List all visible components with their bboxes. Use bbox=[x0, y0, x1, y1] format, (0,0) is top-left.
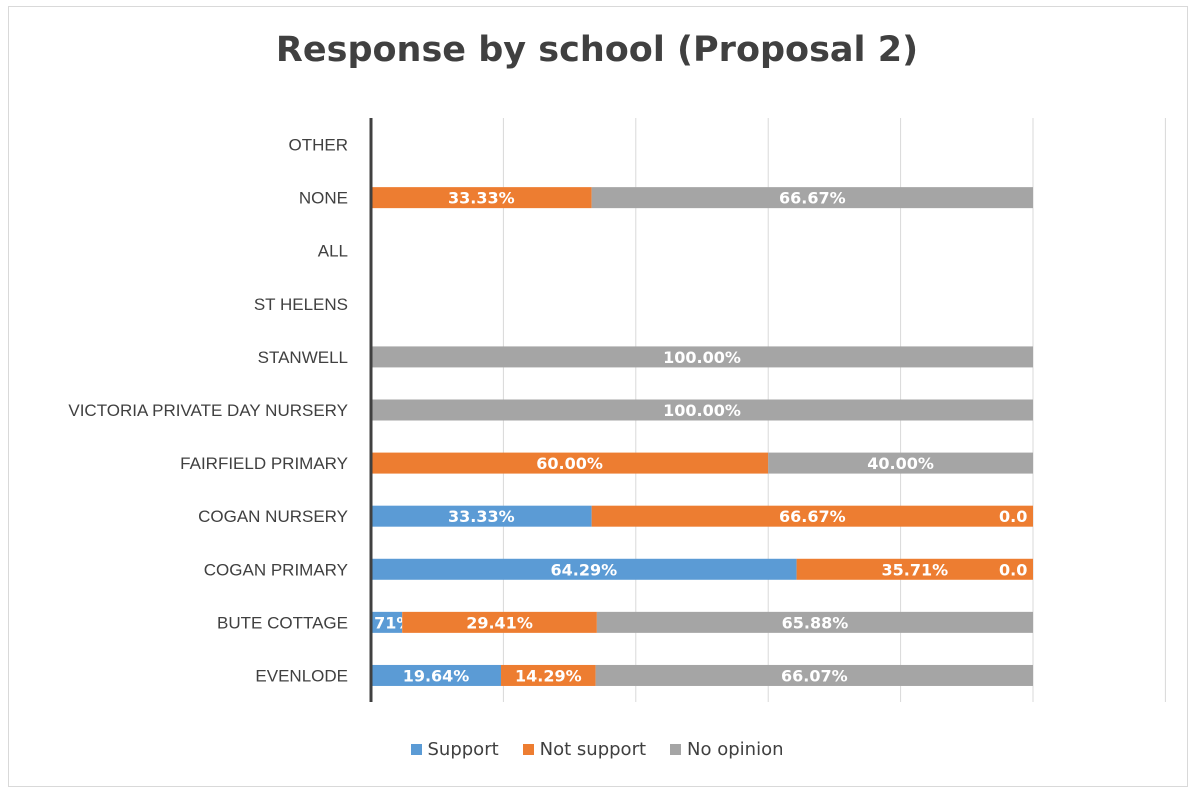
bar-segment bbox=[591, 505, 1033, 527]
bar-segment bbox=[402, 611, 597, 633]
bar-segment bbox=[371, 611, 403, 633]
data-label: 100.00% bbox=[663, 401, 741, 420]
chart-title: Response by school (Proposal 2) bbox=[275, 30, 919, 70]
legend: Support Not support No opinion bbox=[0, 739, 1194, 760]
data-label: 19.64% bbox=[403, 666, 470, 685]
data-label: 33.33% bbox=[448, 507, 515, 526]
category-label: NONE bbox=[299, 189, 348, 208]
bar-segment bbox=[768, 452, 1033, 474]
data-label: 29.41% bbox=[466, 613, 533, 632]
category-label: COGAN NURSERY bbox=[198, 507, 348, 526]
data-label: 65.88% bbox=[782, 613, 849, 632]
bar-segment bbox=[371, 346, 1033, 368]
legend-label-not-support: Not support bbox=[539, 739, 647, 760]
legend-item-no-opinion: No opinion bbox=[670, 739, 784, 760]
category-label: ALL bbox=[318, 242, 348, 261]
data-label: 66.07% bbox=[781, 666, 848, 685]
data-label: 14.29% bbox=[515, 666, 582, 685]
bar-segment bbox=[501, 664, 596, 686]
bar-segment bbox=[371, 664, 502, 686]
category-label: COGAN PRIMARY bbox=[204, 560, 348, 579]
legend-label-support: Support bbox=[427, 739, 499, 760]
bar-segment bbox=[591, 187, 1033, 209]
category-label: EVENLODE bbox=[255, 666, 348, 685]
legend-item-support: Support bbox=[410, 739, 499, 760]
chart-frame bbox=[8, 6, 1188, 787]
bar-segment bbox=[371, 399, 1033, 421]
category-label: FAIRFIELD PRIMARY bbox=[180, 454, 348, 473]
data-label: 64.29% bbox=[550, 560, 617, 579]
legend-label-no-opinion: No opinion bbox=[687, 739, 784, 760]
category-label: BUTE COTTAGE bbox=[217, 613, 348, 632]
category-label: ST HELENS bbox=[254, 295, 348, 314]
bar-segment bbox=[371, 187, 592, 209]
data-label: 33.33% bbox=[448, 189, 515, 208]
legend-swatch-not-support bbox=[522, 744, 534, 755]
data-label: 66.67% bbox=[779, 189, 846, 208]
category-label: OTHER bbox=[289, 136, 349, 155]
data-label: 66.67% bbox=[779, 507, 846, 526]
bar-segment bbox=[371, 452, 769, 474]
bar-segment bbox=[371, 558, 797, 580]
data-label: 0.0 bbox=[999, 507, 1027, 526]
bar-segment bbox=[595, 664, 1033, 686]
category-label: VICTORIA PRIVATE DAY NURSERY bbox=[68, 401, 348, 420]
category-label: STANWELL bbox=[258, 348, 348, 367]
bar-segment bbox=[596, 611, 1033, 633]
data-label: 40.00% bbox=[867, 454, 934, 473]
data-label: 100.00% bbox=[663, 348, 741, 367]
legend-swatch-support bbox=[410, 744, 422, 755]
data-label: 60.00% bbox=[536, 454, 603, 473]
legend-swatch-no-opinion bbox=[670, 744, 682, 755]
data-label: 0.0 bbox=[999, 560, 1027, 579]
data-label: .71% bbox=[368, 613, 412, 632]
bar-segment bbox=[371, 505, 592, 527]
bar-segment bbox=[796, 558, 1033, 580]
legend-item-not-support: Not support bbox=[522, 739, 647, 760]
data-label: 35.71% bbox=[881, 560, 948, 579]
